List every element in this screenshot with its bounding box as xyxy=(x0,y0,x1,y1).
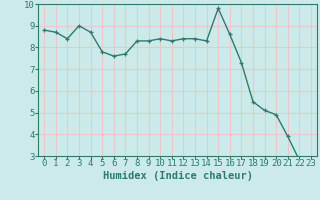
X-axis label: Humidex (Indice chaleur): Humidex (Indice chaleur) xyxy=(103,171,252,181)
